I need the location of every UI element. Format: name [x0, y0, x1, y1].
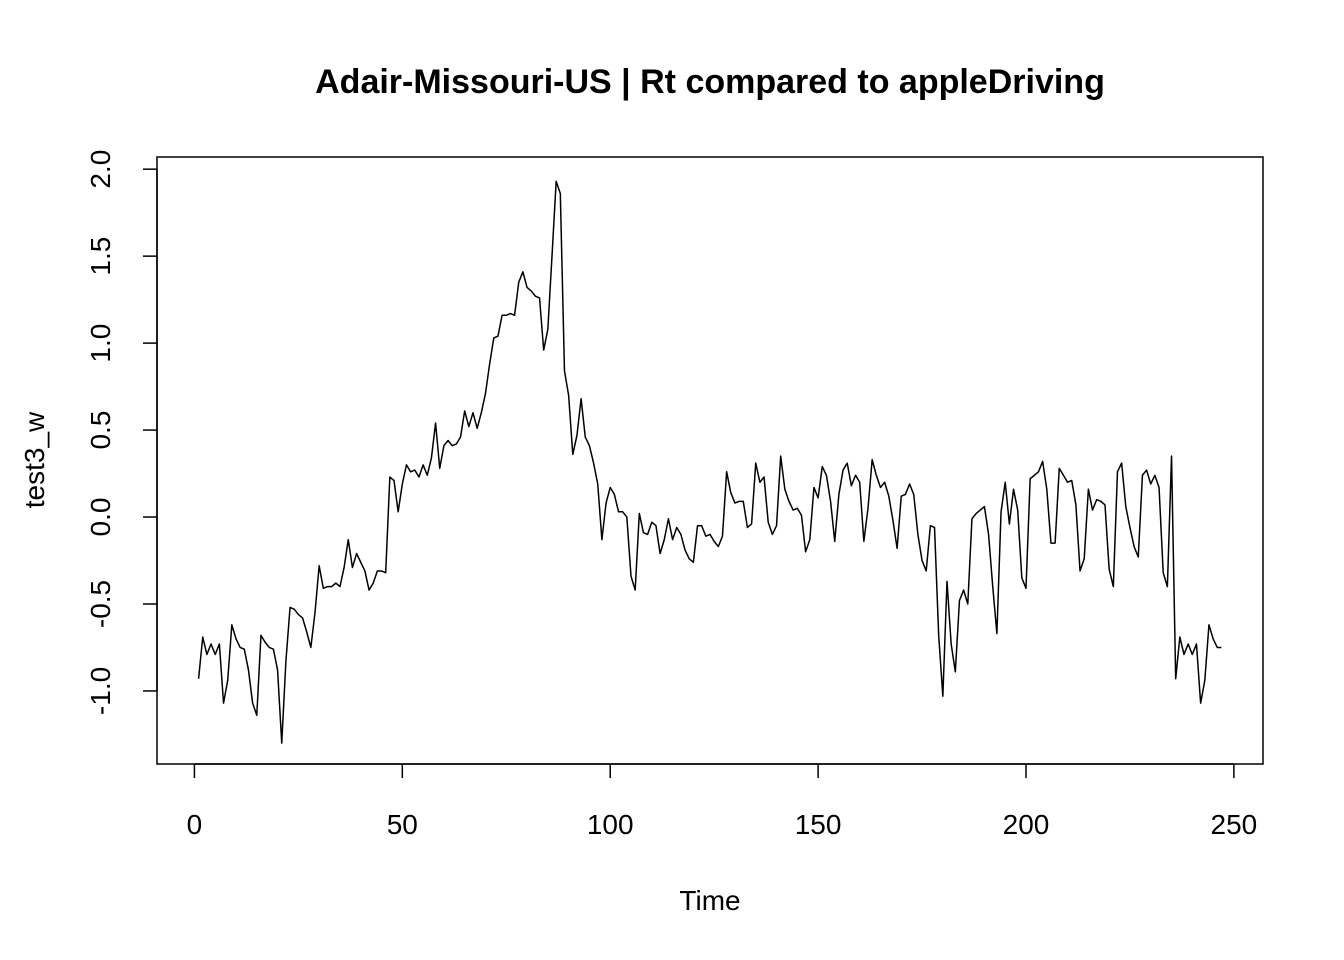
- x-tick-label: 100: [587, 809, 634, 840]
- y-axis-label: test3_w: [19, 411, 50, 508]
- x-tick-label: 50: [387, 809, 418, 840]
- y-tick-label: -1.0: [85, 667, 116, 715]
- y-axis: -1.0 -0.5 0.0 0.5 1.0 1.5 2.0: [85, 150, 158, 715]
- x-tick-label: 200: [1003, 809, 1050, 840]
- y-tick-label: 0.5: [85, 411, 116, 450]
- plot-frame: [156, 156, 1264, 765]
- y-tick-label: 1.5: [85, 237, 116, 276]
- x-axis-label: Time: [679, 885, 740, 916]
- x-tick-label: 0: [187, 809, 203, 840]
- x-tick-label: 250: [1211, 809, 1258, 840]
- y-tick-label: 1.0: [85, 324, 116, 363]
- y-tick-label: -0.5: [85, 580, 116, 628]
- series-line: [197, 180, 1222, 744]
- x-axis: 0 50 100 150 200 250: [187, 763, 1258, 840]
- chart-title: Adair-Missouri-US | Rt compared to apple…: [315, 63, 1105, 101]
- y-tick-label: 2.0: [85, 150, 116, 189]
- y-tick-label: 0.0: [85, 498, 116, 537]
- x-tick-label: 150: [795, 809, 842, 840]
